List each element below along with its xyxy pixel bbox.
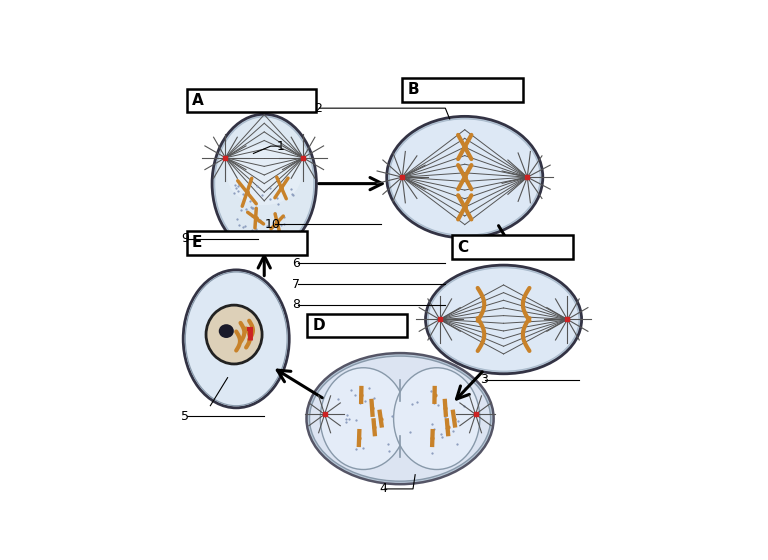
Ellipse shape [184,270,290,408]
Polygon shape [445,418,451,436]
Ellipse shape [206,305,262,364]
Ellipse shape [310,356,491,481]
Ellipse shape [227,145,301,205]
Ellipse shape [389,119,540,235]
Polygon shape [451,409,458,428]
Text: A: A [192,93,204,108]
Ellipse shape [212,114,316,253]
Ellipse shape [428,268,579,371]
Polygon shape [430,429,435,447]
FancyBboxPatch shape [187,231,307,255]
FancyBboxPatch shape [402,78,523,102]
Polygon shape [371,418,377,436]
FancyBboxPatch shape [452,235,573,259]
Text: E: E [192,235,202,250]
Text: 8: 8 [293,298,300,311]
Ellipse shape [393,368,480,469]
Polygon shape [377,409,384,428]
Text: 4: 4 [380,482,388,496]
Polygon shape [356,429,362,447]
FancyBboxPatch shape [187,88,316,113]
Text: 5: 5 [181,410,190,423]
FancyBboxPatch shape [307,314,406,337]
Text: D: D [313,318,325,333]
Text: 2: 2 [314,102,322,115]
Ellipse shape [306,353,494,484]
Text: 1: 1 [276,139,284,153]
Ellipse shape [425,265,581,374]
Ellipse shape [320,368,406,469]
Polygon shape [432,386,437,404]
Ellipse shape [214,117,314,250]
Text: 6: 6 [293,257,300,270]
Text: B: B [407,82,419,97]
Ellipse shape [219,324,233,338]
Ellipse shape [387,116,543,238]
Ellipse shape [185,272,287,405]
Text: 3: 3 [480,374,488,386]
Polygon shape [369,399,375,417]
Polygon shape [359,386,363,404]
Text: 9: 9 [181,232,190,245]
Text: C: C [457,240,468,255]
Text: 7: 7 [293,278,300,291]
Text: 10: 10 [264,218,280,231]
Polygon shape [442,399,448,417]
